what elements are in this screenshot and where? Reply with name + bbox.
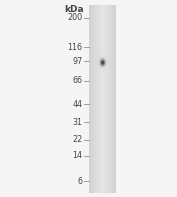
- Text: kDa: kDa: [64, 5, 84, 14]
- Text: 6: 6: [77, 177, 82, 186]
- Text: 116: 116: [67, 43, 82, 52]
- Text: 31: 31: [72, 118, 82, 127]
- Text: 66: 66: [72, 76, 82, 85]
- Text: 14: 14: [72, 151, 82, 160]
- Text: 44: 44: [72, 100, 82, 109]
- Text: 200: 200: [67, 13, 82, 22]
- Text: 22: 22: [72, 135, 82, 144]
- Text: 97: 97: [72, 57, 82, 66]
